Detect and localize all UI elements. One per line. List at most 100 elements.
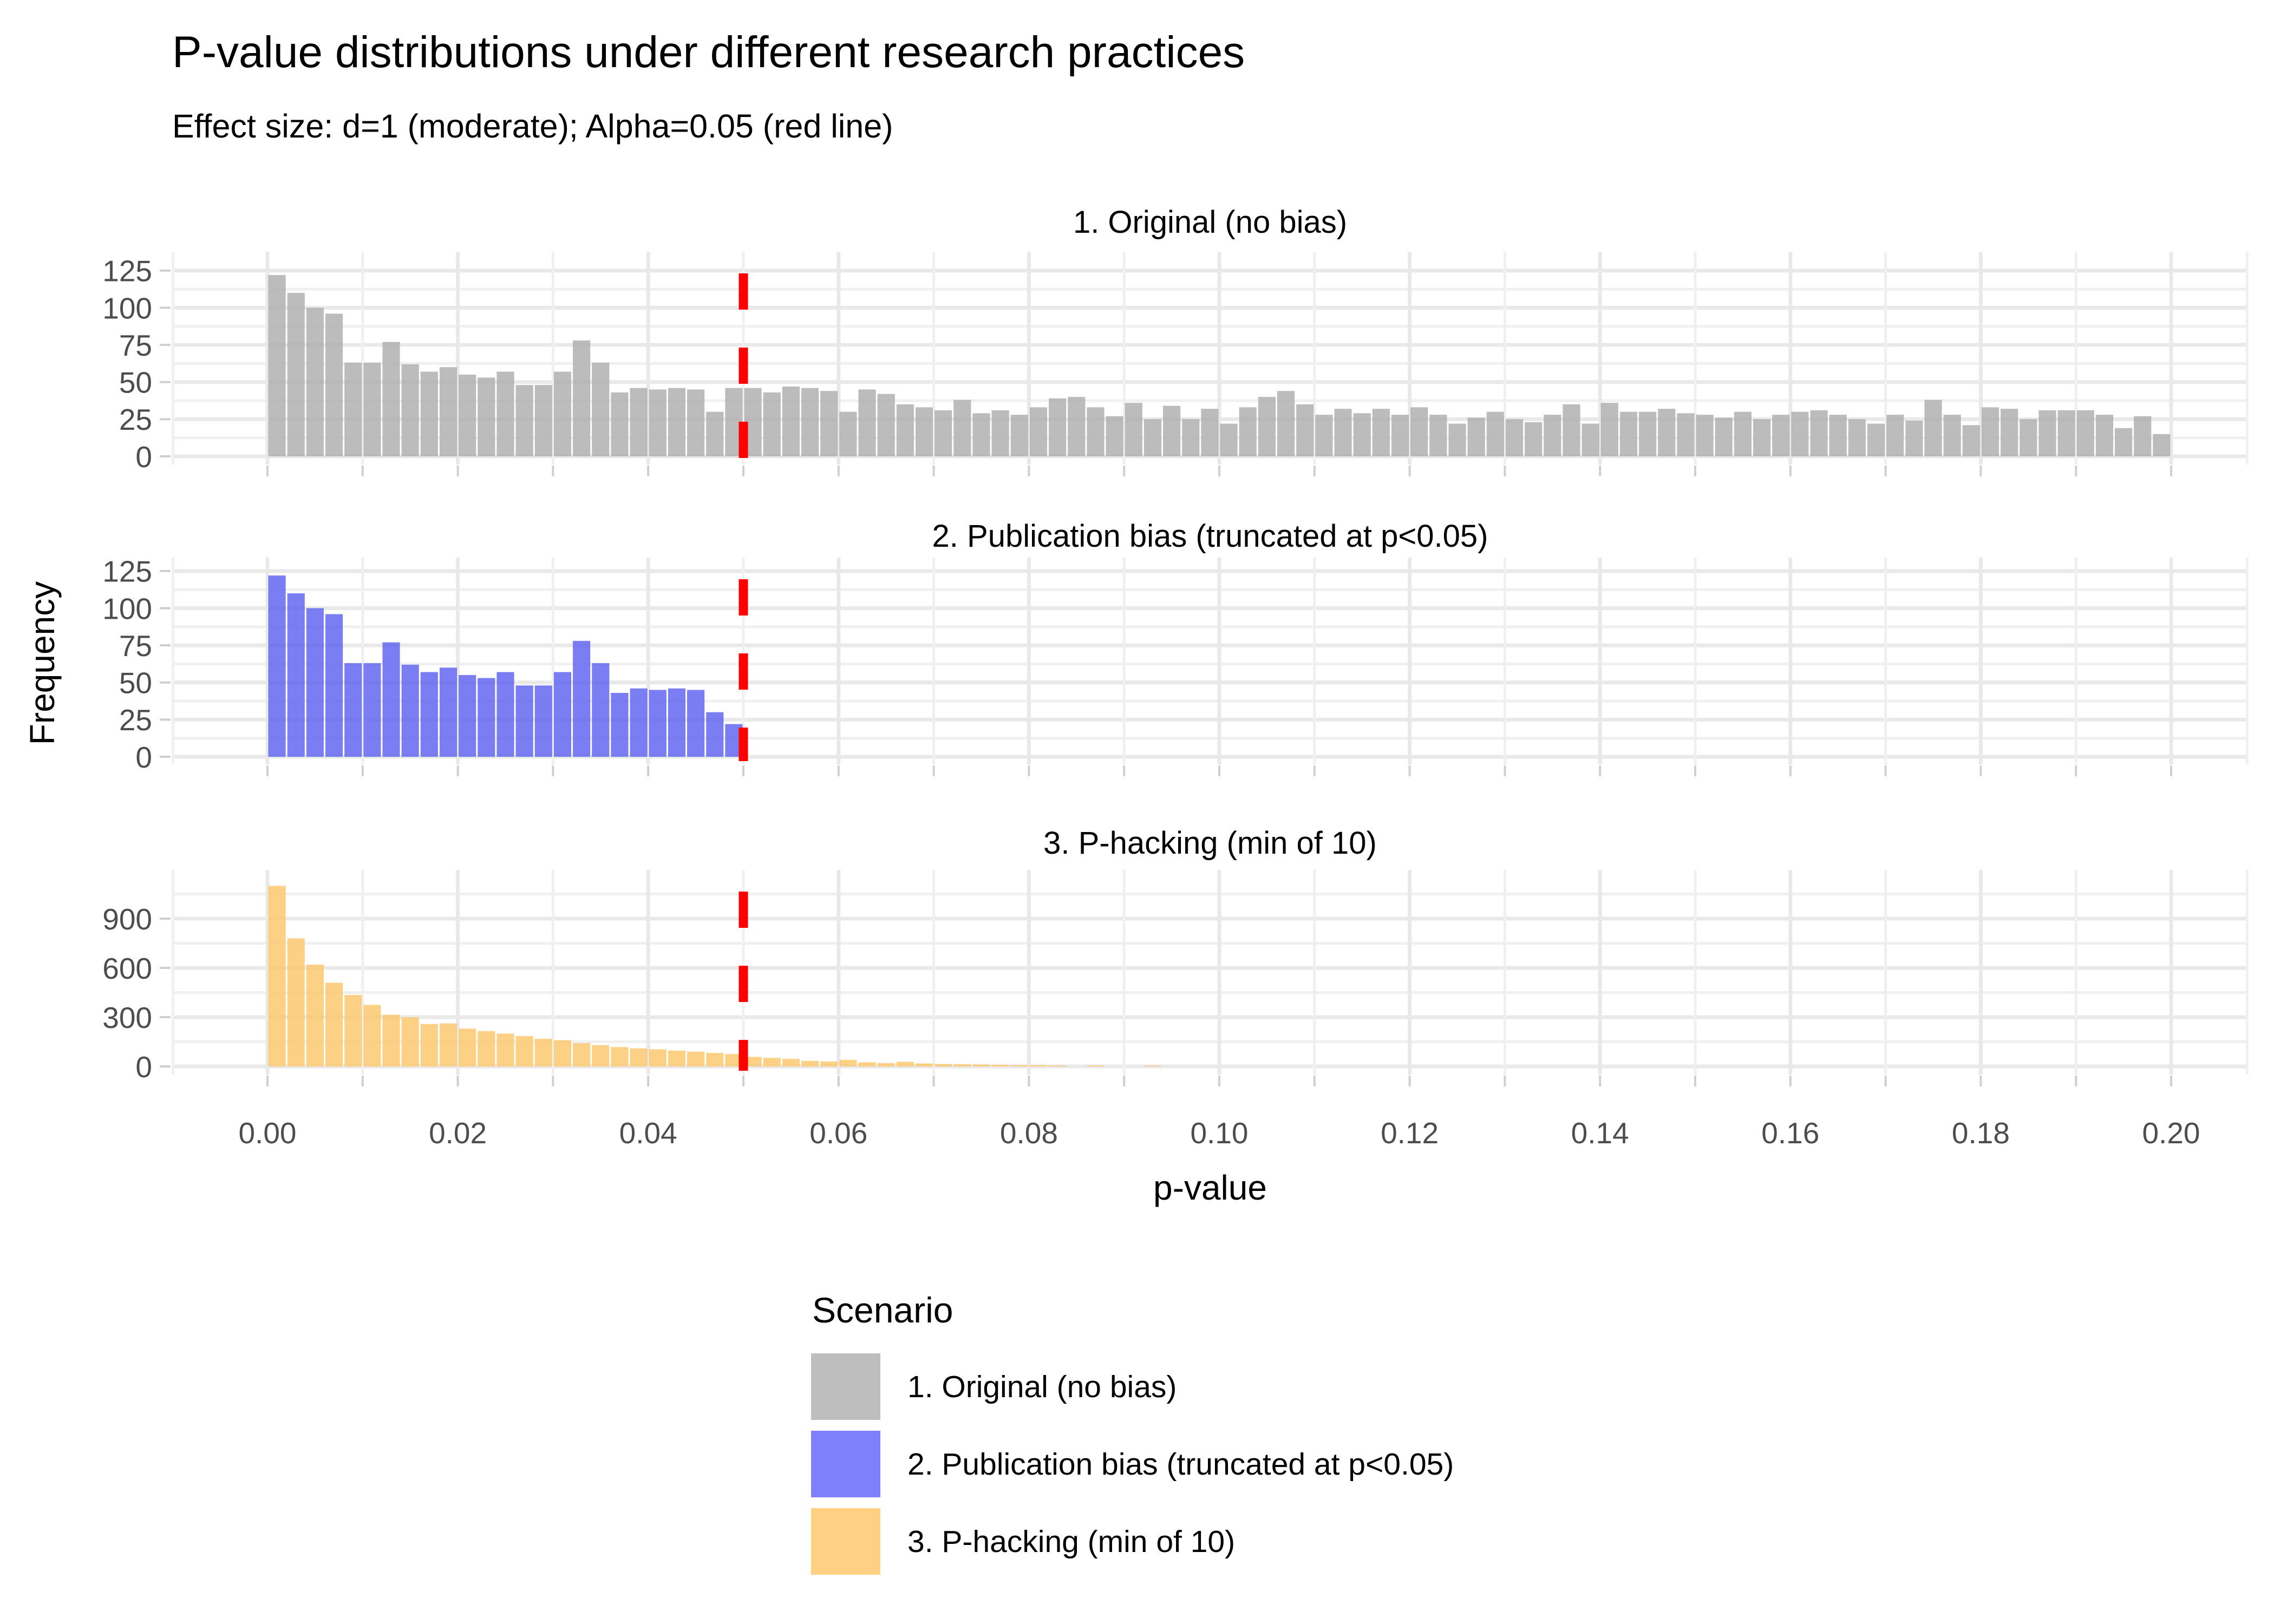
y-tick-label: 50	[119, 666, 152, 700]
histogram-bar	[858, 389, 876, 456]
histogram-bar	[839, 1059, 857, 1066]
histogram-bar	[935, 1064, 952, 1066]
histogram-bar	[1391, 415, 1409, 456]
legend-swatch	[811, 1508, 880, 1575]
histogram-bar	[420, 371, 438, 456]
histogram-bar	[1867, 423, 1885, 456]
histogram-bar	[649, 1049, 666, 1066]
histogram-bar	[1201, 409, 1219, 456]
y-tick-label: 100	[102, 592, 152, 625]
legend-item: 1. Original (no bias)	[811, 1353, 1454, 1420]
histogram-bar	[1677, 413, 1695, 456]
x-tick-label: 0.18	[1952, 1116, 2010, 1150]
histogram-bar	[344, 363, 362, 456]
legend-label: 2. Publication bias (truncated at p<0.05…	[907, 1446, 1454, 1482]
x-tick-label: 0.00	[238, 1116, 296, 1150]
histogram-bar	[1525, 422, 1543, 456]
x-tick-label: 0.14	[1571, 1116, 1629, 1150]
histogram-bar	[592, 363, 610, 456]
histogram-bar	[1296, 404, 1314, 456]
histogram-bar	[306, 608, 324, 757]
histogram-bar	[611, 692, 629, 757]
histogram-bar	[1600, 403, 1618, 456]
histogram-bar	[1010, 415, 1028, 456]
legend-label: 1. Original (no bias)	[907, 1369, 1177, 1404]
chart-subtitle: Effect size: d=1 (moderate); Alpha=0.05 …	[172, 108, 893, 145]
histogram-bar	[1924, 400, 1942, 456]
histogram-bar	[573, 640, 591, 757]
histogram-bar	[401, 1017, 419, 1066]
histogram-bar	[611, 1047, 629, 1066]
histogram-bar	[1029, 1065, 1048, 1066]
histogram-bar	[401, 364, 419, 456]
histogram-bar	[1962, 425, 1980, 456]
histogram-bar	[2057, 410, 2075, 456]
y-tick-label: 125	[102, 254, 152, 288]
histogram-bar	[1106, 416, 1123, 456]
histogram-bar	[592, 1045, 610, 1066]
histogram-bar	[801, 1060, 819, 1066]
histogram-bar	[1772, 415, 1790, 456]
y-tick-label: 0	[135, 741, 152, 774]
histogram-bar	[1258, 397, 1276, 456]
legend-swatch	[811, 1353, 880, 1420]
x-tick-label: 0.04	[619, 1116, 677, 1150]
histogram-bar	[1372, 409, 1390, 456]
histogram-bar	[496, 1033, 514, 1066]
y-tick-label: 25	[119, 703, 152, 737]
histogram-bar	[820, 391, 838, 456]
y-tick-label: 75	[119, 329, 152, 362]
histogram-bar	[915, 407, 933, 456]
histogram-bar	[744, 1057, 762, 1066]
legend-title: Scenario	[812, 1290, 953, 1330]
histogram-bar	[706, 712, 724, 757]
histogram-bar	[496, 672, 514, 757]
histogram-bar	[1486, 411, 1504, 456]
legend-items: 1. Original (no bias) 2. Publication bias…	[811, 1353, 1454, 1575]
histogram-bar	[534, 685, 552, 757]
x-tick-label: 0.02	[429, 1116, 487, 1150]
histogram-bar	[763, 1058, 781, 1066]
histogram-bar	[2038, 410, 2056, 456]
histogram-bar	[630, 688, 648, 757]
x-tick-label: 0.12	[1381, 1116, 1439, 1150]
histogram-bar	[1619, 411, 1638, 456]
histogram-bar	[1087, 1065, 1105, 1066]
histogram-bar	[287, 293, 305, 456]
histogram-bar	[478, 678, 495, 757]
histogram-bar	[1981, 407, 1999, 456]
panel-title: 1. Original (no bias)	[1073, 205, 1347, 240]
histogram-bar	[1049, 1065, 1067, 1066]
histogram-bar	[1734, 411, 1752, 456]
panel-title: 3. P-hacking (min of 10)	[1043, 826, 1377, 861]
y-tick-label: 900	[102, 902, 152, 936]
histogram-bar	[1943, 415, 1961, 456]
histogram-bar	[401, 664, 419, 757]
histogram-bar	[382, 1014, 400, 1066]
histogram-bar	[459, 1029, 476, 1066]
histogram-bar	[1087, 407, 1105, 456]
legend-item: 3. P-hacking (min of 10)	[811, 1508, 1454, 1575]
histogram-bar	[630, 388, 648, 456]
histogram-bar	[2095, 415, 2114, 456]
histogram-bar	[268, 886, 286, 1066]
histogram-bar	[782, 386, 800, 456]
histogram-bar	[1239, 407, 1257, 456]
y-tick-label: 300	[102, 1001, 152, 1034]
histogram-bar	[801, 388, 819, 456]
histogram-bar	[2134, 416, 2152, 456]
histogram-bar	[439, 367, 458, 456]
legend: Scenario 1. Original (no bias) 2. Publica…	[811, 1289, 1454, 1586]
histogram-bar	[1143, 1065, 1162, 1066]
histogram-bar	[649, 389, 666, 456]
histogram-bar	[1182, 419, 1200, 456]
histogram-bar	[553, 1040, 572, 1066]
histogram-bar	[363, 663, 381, 757]
y-axis-title: Frequency	[23, 581, 62, 745]
histogram-bar	[553, 371, 572, 456]
histogram-bar	[439, 1023, 458, 1066]
histogram-bar	[553, 672, 572, 757]
histogram-bar	[363, 363, 381, 456]
